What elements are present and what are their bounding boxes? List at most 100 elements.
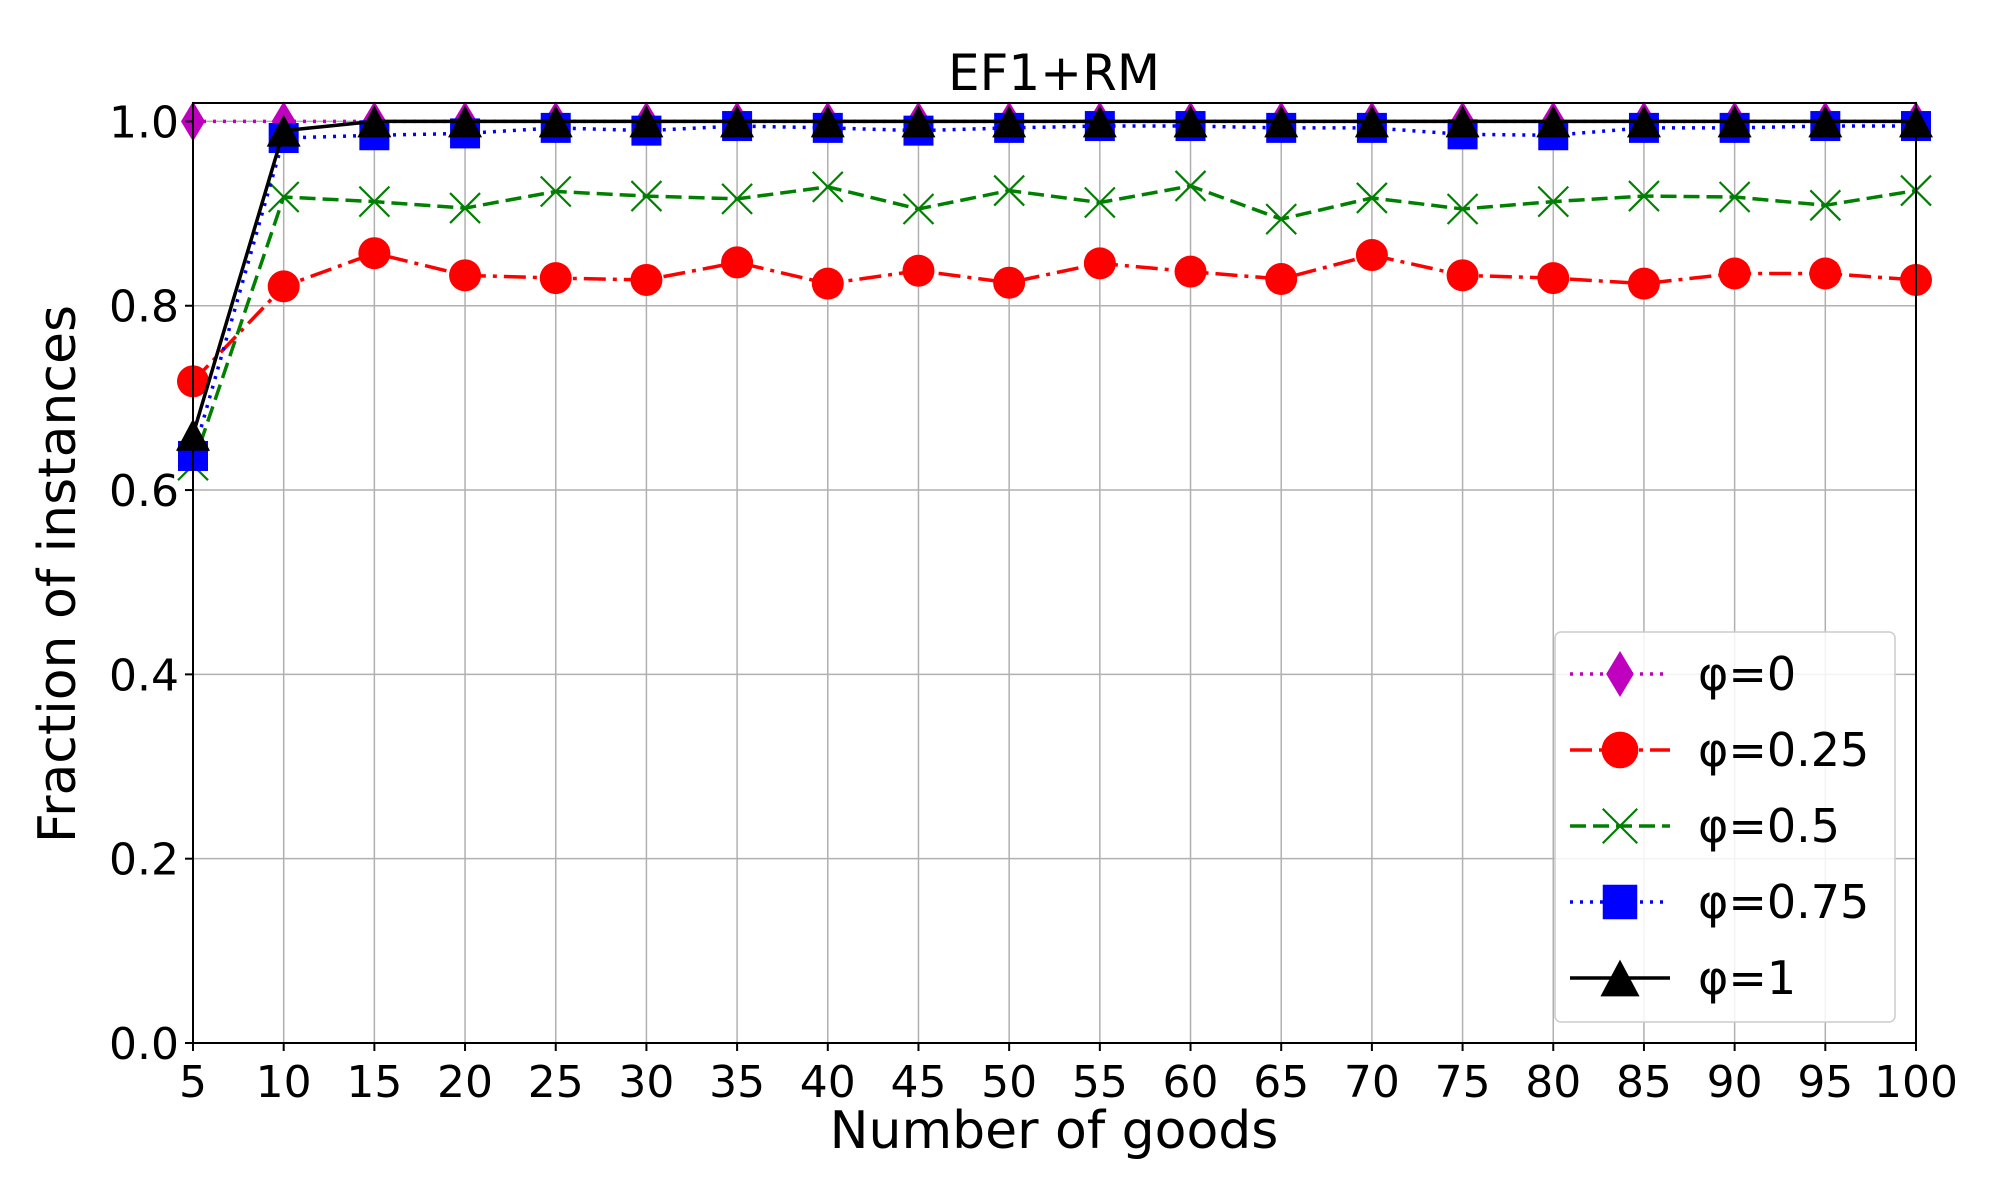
data-point: [539, 262, 572, 295]
data-point: [720, 105, 755, 138]
data-point: [1809, 257, 1842, 290]
data-point: [1265, 203, 1297, 235]
x-tick-label: 65: [1253, 1057, 1309, 1108]
x-tick-label: 70: [1344, 1057, 1400, 1108]
legend-entry: φ=0: [1570, 647, 1796, 701]
x-tick-label: 100: [1874, 1057, 1958, 1108]
data-point: [1082, 105, 1117, 138]
legend-entry: φ=0.75: [1570, 875, 1869, 929]
legend-label: φ=0.25: [1698, 723, 1869, 777]
legend-label: φ=0.5: [1698, 799, 1840, 853]
data-point: [1445, 105, 1480, 138]
x-tick-label: 30: [618, 1057, 674, 1108]
data-point: [1174, 255, 1207, 288]
data-point: [1173, 105, 1208, 138]
data-point: [266, 114, 301, 147]
x-tick-label: 80: [1525, 1057, 1581, 1108]
data-point: [267, 181, 300, 213]
data-point: [1808, 105, 1843, 138]
plot-area-frame: [192, 102, 1917, 1044]
data-point: [629, 105, 664, 138]
data-point: [811, 267, 844, 300]
data-point: [810, 105, 845, 138]
x-tick-label: 90: [1707, 1057, 1763, 1108]
data-point: [1718, 181, 1751, 213]
data-point: [1446, 193, 1479, 225]
y-tick-label: 0.2: [109, 835, 179, 886]
data-point: [1537, 185, 1570, 218]
data-point: [1537, 262, 1570, 295]
legend: φ=0 φ=0.25 φ=0.5 φ=0.75 φ=1: [1554, 631, 1896, 1023]
x-tick-label: 50: [981, 1057, 1037, 1108]
x-tick-label: 55: [1072, 1057, 1128, 1108]
data-point: [630, 263, 663, 296]
data-point: [812, 171, 844, 203]
x-tick-label: 45: [890, 1057, 946, 1108]
x-tick-label: 60: [1163, 1057, 1219, 1108]
data-point: [902, 254, 935, 287]
data-point: [1627, 267, 1660, 300]
data-point: [630, 180, 663, 212]
legend-box: [1554, 631, 1896, 1023]
chart-title: EF1+RM: [948, 44, 1160, 102]
data-point: [448, 105, 483, 138]
data-point: [1083, 247, 1116, 280]
plot-series: [176, 101, 1933, 481]
data-point: [1174, 170, 1207, 202]
legend-label: φ=0.75: [1698, 875, 1869, 929]
data-point: [902, 193, 935, 225]
data-point: [1265, 263, 1298, 296]
series-line: [191, 119, 1916, 436]
data-point: [1536, 105, 1571, 138]
legend-marker: [1606, 651, 1634, 697]
legend-marker: [1601, 731, 1639, 769]
data-point: [1809, 189, 1842, 222]
x-tick-label: 95: [1797, 1057, 1853, 1108]
data-point: [993, 174, 1025, 207]
legend-label: φ=1: [1698, 951, 1796, 1005]
x-tick-label: 85: [1616, 1057, 1672, 1108]
data-point: [358, 185, 391, 218]
data-point: [721, 246, 754, 279]
data-point: [1355, 239, 1388, 272]
data-point: [1626, 105, 1661, 138]
y-tick-label: 0.0: [109, 1019, 179, 1070]
x-tick-label: 40: [800, 1057, 856, 1108]
x-axis-label: Number of goods: [830, 1101, 1279, 1161]
y-tick-label: 1.0: [109, 97, 179, 148]
legend-marker: [1601, 807, 1639, 845]
data-point: [538, 105, 573, 138]
data-point: [1264, 105, 1299, 138]
y-axis-label: Fraction of instances: [28, 305, 88, 843]
x-tick-label: 10: [256, 1057, 312, 1108]
legend-entry: φ=0.5: [1570, 799, 1840, 853]
series-0-75: [178, 111, 1931, 471]
data-point: [1718, 257, 1751, 290]
data-point: [1717, 105, 1752, 138]
data-point: [1354, 105, 1389, 138]
data-point: [721, 183, 753, 215]
data-point: [358, 237, 391, 270]
data-point: [357, 105, 392, 138]
series-line: [191, 184, 1917, 466]
series-line: [191, 124, 1916, 457]
legend-entry: φ=0.25: [1570, 723, 1869, 777]
y-tick-label: 0.6: [109, 466, 179, 517]
legend-label: φ=0: [1698, 647, 1796, 701]
data-point: [267, 270, 300, 303]
axes: 5 10 15 20 25 30 35 40 45 50 55 60 65 70 75 80 85 90 95 100…: [109, 97, 1958, 1108]
legend-marker: [1600, 959, 1640, 997]
data-point: [1446, 259, 1479, 292]
data-point: [993, 266, 1026, 299]
series-1: [176, 105, 1933, 451]
data-point: [449, 259, 482, 292]
legend-marker: [1602, 884, 1638, 920]
data-point: [449, 192, 481, 224]
data-point: [1628, 180, 1660, 212]
x-tick-label: 75: [1435, 1057, 1491, 1108]
data-point: [1356, 182, 1388, 214]
x-tick-label: 25: [528, 1057, 584, 1108]
legend-entry: φ=1: [1570, 951, 1796, 1005]
y-tick-label: 0.4: [109, 650, 179, 701]
